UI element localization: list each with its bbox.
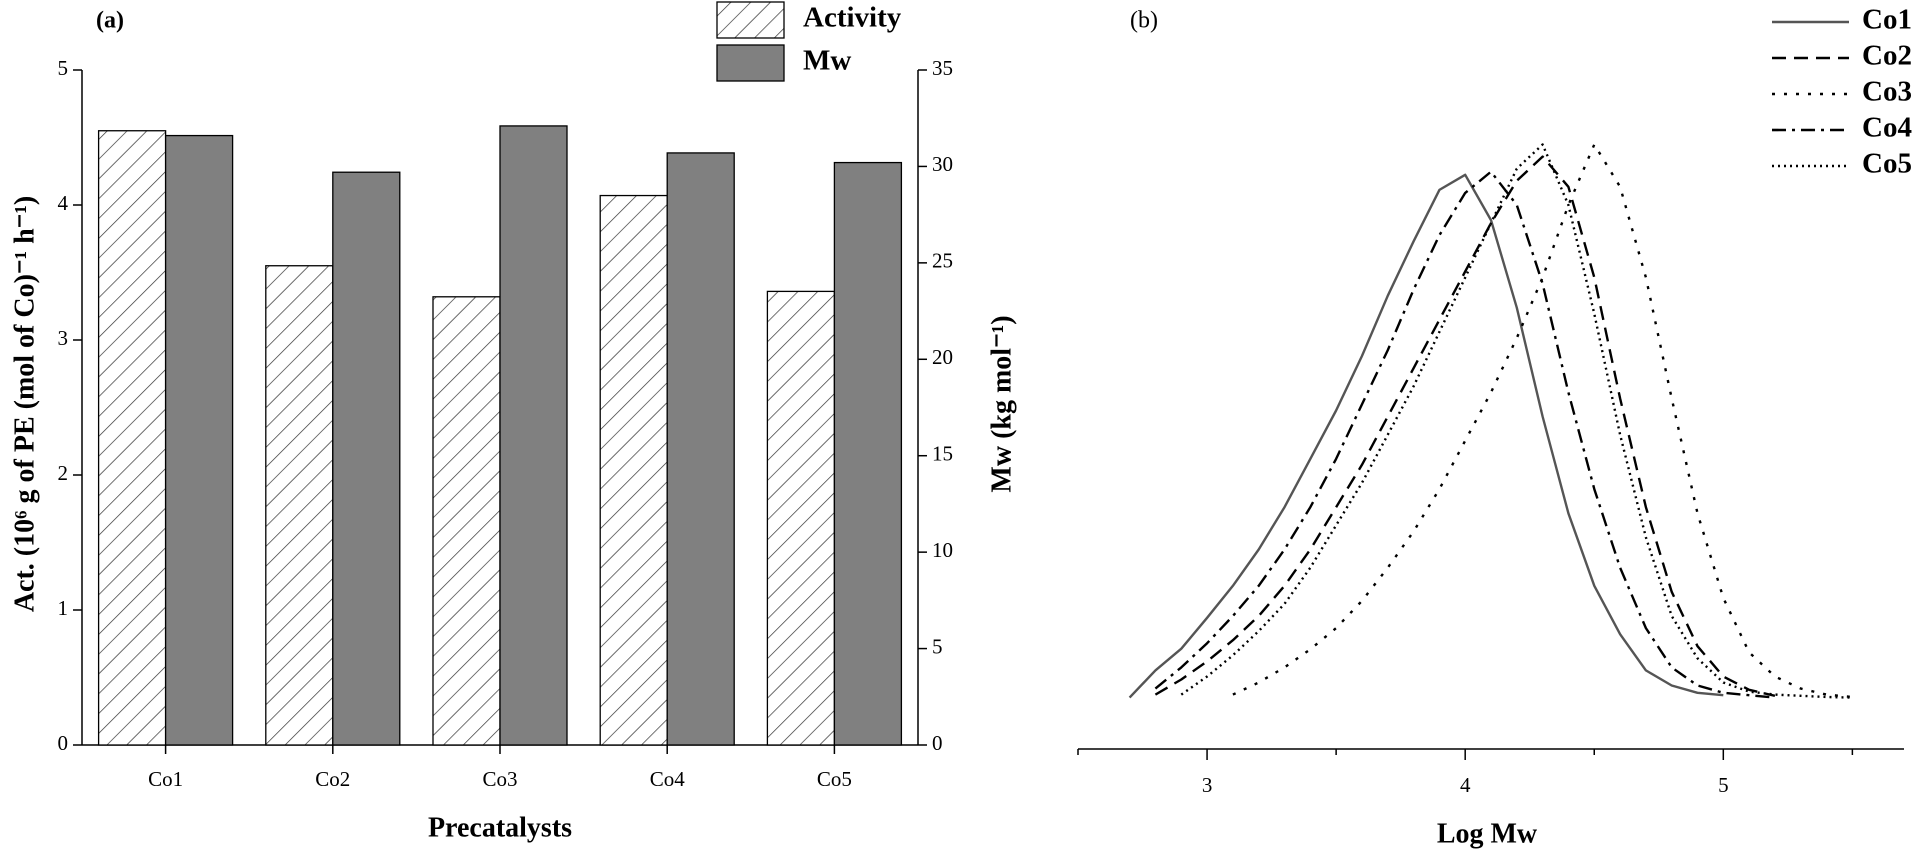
x-tick-label: 4 bbox=[1460, 773, 1471, 797]
legend-label: Co2 bbox=[1862, 40, 1912, 72]
x-axis-label: Log Mw bbox=[1437, 818, 1538, 849]
x-tick-label: Co3 bbox=[482, 767, 517, 791]
x-tick-label: Co1 bbox=[148, 767, 183, 791]
x-tick-label: 5 bbox=[1718, 773, 1729, 797]
y2-tick-label: 35 bbox=[932, 56, 953, 80]
y-tick-label: 2 bbox=[58, 461, 69, 485]
y-tick-label: 0 bbox=[58, 731, 69, 755]
legend-label: Co1 bbox=[1862, 4, 1912, 36]
legend-swatch bbox=[716, 44, 785, 82]
bar bbox=[332, 171, 401, 746]
legend-label: Mw bbox=[803, 45, 851, 77]
legend-label: Co5 bbox=[1862, 148, 1912, 180]
y2-tick-label: 5 bbox=[932, 634, 943, 658]
bar bbox=[833, 161, 903, 746]
legend-label: Co3 bbox=[1862, 76, 1912, 108]
panel-label: (b) bbox=[1130, 8, 1158, 34]
series-line bbox=[1180, 143, 1853, 699]
x-tick-label: Co5 bbox=[817, 767, 852, 791]
bar bbox=[97, 130, 167, 746]
y2-tick-label: 25 bbox=[932, 249, 953, 273]
legend-swatch bbox=[716, 1, 785, 39]
y2-tick-label: 30 bbox=[932, 152, 953, 176]
series-line bbox=[1128, 173, 1724, 699]
y2-tick-label: 15 bbox=[932, 442, 953, 466]
y2-tick-label: 10 bbox=[932, 538, 953, 562]
bar bbox=[599, 194, 668, 746]
bar bbox=[666, 152, 735, 746]
x-tick-label: Co4 bbox=[650, 767, 686, 791]
y-tick-label: 1 bbox=[58, 596, 69, 620]
y-axis-label: Act. (10⁶ g of PE (mol of Co)⁻¹ h⁻¹) bbox=[9, 196, 40, 612]
y2-tick-label: 0 bbox=[932, 731, 943, 755]
bar bbox=[766, 290, 836, 746]
bar bbox=[432, 296, 501, 746]
y-tick-label: 4 bbox=[58, 191, 69, 215]
x-tick-label: 3 bbox=[1202, 773, 1213, 797]
series-line bbox=[1154, 170, 1776, 699]
y-tick-label: 5 bbox=[58, 56, 69, 80]
y-tick-label: 3 bbox=[58, 326, 69, 350]
series-line bbox=[1154, 155, 1776, 697]
legend-label: Co4 bbox=[1862, 112, 1912, 144]
legend-label: Activity bbox=[803, 2, 902, 34]
bar bbox=[499, 125, 568, 746]
bar bbox=[164, 134, 234, 746]
x-axis-label: Precatalysts bbox=[428, 812, 572, 843]
panel-label: (a) bbox=[96, 8, 124, 34]
bar bbox=[265, 265, 334, 746]
y2-tick-label: 20 bbox=[932, 345, 953, 369]
y2-axis-label: Mw (kg mol⁻¹) bbox=[986, 315, 1017, 492]
x-tick-label: Co2 bbox=[315, 767, 350, 791]
